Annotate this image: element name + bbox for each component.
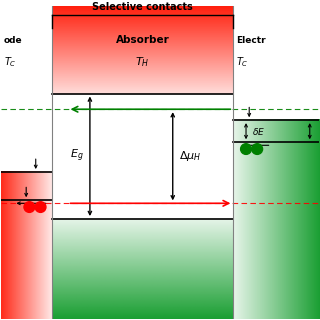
Text: $\Delta\mu_H$: $\Delta\mu_H$ xyxy=(179,149,201,163)
Text: $T_C$: $T_C$ xyxy=(236,55,249,69)
Circle shape xyxy=(35,202,46,212)
Text: Electr: Electr xyxy=(236,36,266,45)
Text: Absorber: Absorber xyxy=(116,35,169,45)
Circle shape xyxy=(252,144,263,154)
Text: $\delta E$: $\delta E$ xyxy=(252,126,266,137)
Text: $T_C$: $T_C$ xyxy=(4,55,17,69)
Text: $E_g$: $E_g$ xyxy=(70,148,84,164)
Text: Selective contacts: Selective contacts xyxy=(92,2,193,12)
Text: ode: ode xyxy=(4,36,22,45)
Circle shape xyxy=(24,202,35,212)
Circle shape xyxy=(241,144,252,154)
Text: $T_H$: $T_H$ xyxy=(135,55,150,69)
